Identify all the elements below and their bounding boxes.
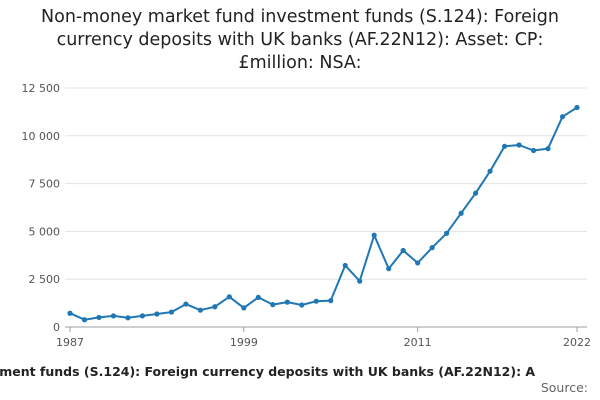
data-point [212,304,218,310]
data-point [154,311,160,317]
y-tick-label: 0 [53,321,60,334]
data-point [168,309,174,315]
y-tick-label: 10 000 [22,130,61,143]
data-point [284,299,290,305]
data-point [458,210,464,216]
data-point [197,307,203,313]
data-point [241,305,247,311]
legend-label: und investment funds (S.124): Foreign cu… [0,364,536,379]
data-point [574,104,580,111]
y-tick-label: 5 000 [29,225,61,238]
y-tick-label: 12 500 [22,82,61,95]
chart-title-line-3: £million: NSA: [238,53,362,73]
data-point [386,266,392,272]
data-point [559,114,566,120]
data-point [328,298,334,304]
data-point [110,313,117,319]
data-point [226,294,232,300]
legend: und investment funds (S.124): Foreign cu… [0,364,600,379]
data-point [67,310,73,316]
data-point [501,143,508,149]
y-tick-label: 2 500 [29,273,61,286]
chart-title-line-1: Non-money market fund investment funds (… [41,7,559,27]
data-point [545,146,551,152]
x-tick-label: 1999 [230,336,258,349]
chart-title-line-2: currency deposits with UK banks (AF.22N1… [56,30,544,50]
data-point [516,142,522,148]
data-point [299,302,305,308]
data-point [125,315,131,321]
source-label: Source: [540,380,588,395]
data-point [415,260,421,266]
data-point [313,298,319,304]
data-point [371,232,377,238]
data-point [270,302,276,308]
data-point [139,313,146,319]
y-tick-label: 7 500 [29,178,61,191]
data-point [473,190,479,196]
series-line [69,106,578,321]
data-point [487,168,493,174]
data-point [342,262,348,269]
x-tick-label: 2011 [404,336,432,349]
x-tick-label: 1987 [56,336,84,349]
chart-title: Non-money market fund investment funds (… [0,6,600,75]
data-point [81,317,88,323]
data-point [530,147,537,154]
x-tick-label: 2022 [563,336,591,349]
data-point [183,301,189,307]
data-point [400,247,406,254]
data-point [255,294,261,300]
data-point [357,278,363,284]
data-point [429,245,435,251]
data-point [444,230,450,236]
data-point [96,314,102,321]
